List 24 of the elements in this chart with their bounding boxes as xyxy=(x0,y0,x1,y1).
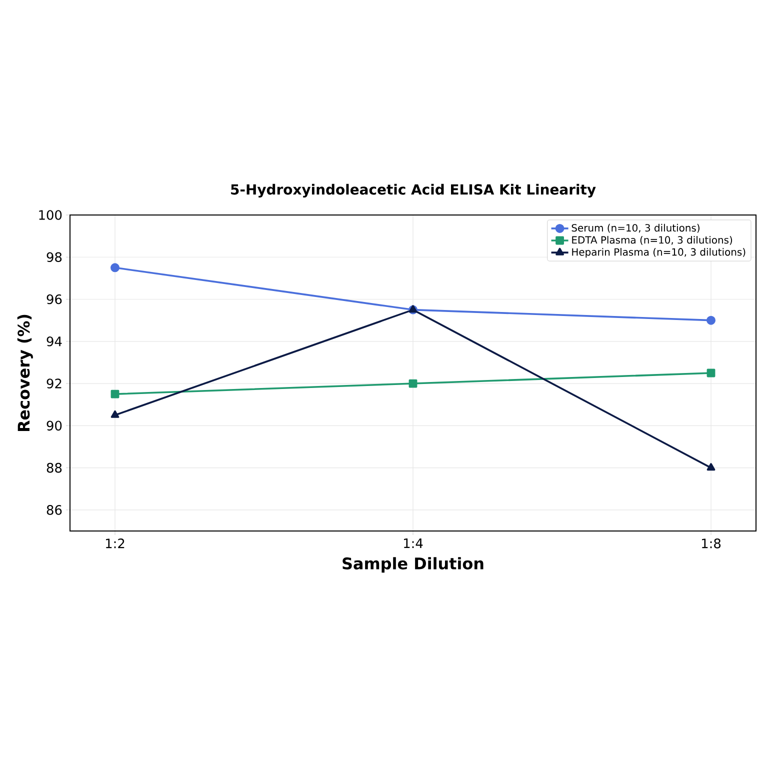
y-tick-label: 96 xyxy=(46,294,62,304)
legend-label: EDTA Plasma (n=10, 3 dilutions) xyxy=(572,236,732,245)
legend-label: Serum (n=10, 3 dilutions) xyxy=(572,224,700,233)
y-tick-label: 86 xyxy=(46,505,62,515)
y-tick-label: 94 xyxy=(46,336,62,346)
y-tick-label: 98 xyxy=(46,252,62,262)
y-axis-title: Recovery (%) xyxy=(17,314,33,432)
x-axis-title: Sample Dilution xyxy=(342,557,484,573)
point xyxy=(110,263,120,272)
point xyxy=(110,410,120,418)
y-tick-label: 88 xyxy=(46,462,62,473)
x-tick-label: 1:8 xyxy=(702,538,721,548)
point xyxy=(408,379,418,388)
x-tick-label: 1:4 xyxy=(404,538,423,548)
point xyxy=(706,316,716,325)
legend-label: Heparin Plasma (n=10, 3 dilutions) xyxy=(572,248,746,258)
point xyxy=(706,463,716,471)
chart-title: 5-Hydroxyindoleacetic Acid ELISA Kit Linearity xyxy=(231,184,596,198)
y-tick-label: 90 xyxy=(46,420,62,431)
point xyxy=(110,390,120,398)
x-tick-label: 1:2 xyxy=(106,538,124,548)
y-tick-label: 92 xyxy=(46,378,62,388)
point xyxy=(706,368,716,378)
y-tick-label: 100 xyxy=(39,210,62,220)
